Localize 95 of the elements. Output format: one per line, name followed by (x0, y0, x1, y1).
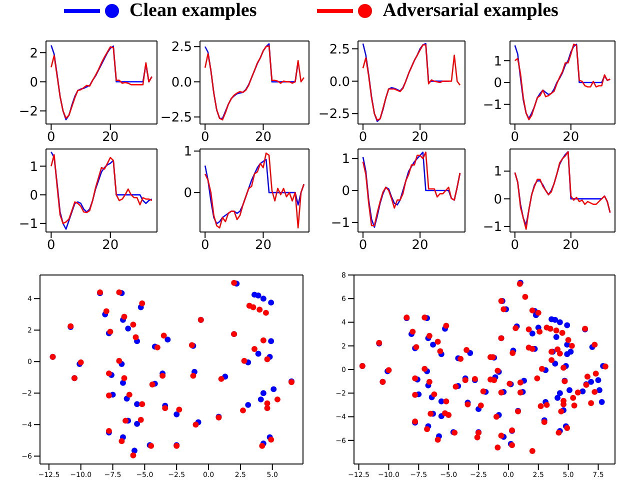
x-tick-label: 0 (358, 238, 368, 254)
x-tick-label: 20 (412, 238, 428, 254)
point (268, 436, 274, 443)
y-tick-label: −1 (18, 217, 38, 232)
x-tick-label: 0 (47, 130, 56, 146)
point (241, 358, 248, 364)
y-tick-label: 1 (494, 54, 502, 70)
y-tick-label: 0 (184, 186, 192, 202)
point (149, 381, 156, 388)
y-tick-label: −2.5 (318, 107, 350, 122)
point (126, 392, 132, 398)
x-tick-label: 0 (47, 238, 56, 254)
point (255, 292, 262, 298)
point (121, 375, 128, 382)
point (160, 332, 167, 339)
point (103, 308, 110, 314)
y-tick-label: 1 (30, 160, 38, 175)
point (106, 392, 112, 398)
point (164, 336, 171, 343)
point (134, 420, 140, 427)
point (240, 407, 246, 414)
x-tick-label: 20 (254, 238, 272, 254)
y-tick-label: 2.5 (329, 42, 350, 58)
point (245, 402, 252, 408)
y-tick-label: −1 (482, 220, 502, 236)
point (260, 337, 266, 344)
point (138, 416, 144, 423)
point (174, 411, 180, 418)
point (154, 344, 160, 350)
point (106, 370, 112, 376)
y-tick-label: −2 (18, 104, 38, 120)
x-tick-label: 0 (200, 238, 210, 254)
legend-label: Adversarial examples (382, 0, 558, 22)
point (255, 350, 262, 357)
point (274, 396, 280, 402)
point (176, 406, 182, 413)
point (160, 372, 166, 379)
point (260, 296, 266, 302)
point (218, 376, 224, 382)
point (121, 314, 128, 320)
legend-label: Clean examples (130, 0, 257, 22)
point (134, 401, 140, 408)
point (231, 280, 238, 286)
x-tick-label: 0 (510, 130, 520, 146)
y-tick-label: 0 (494, 76, 502, 92)
y-tick-label: 2.5 (171, 40, 192, 56)
y-tick-label: 0 (30, 188, 38, 204)
point (256, 306, 263, 313)
x-tick-label: 20 (102, 238, 119, 254)
point (260, 390, 266, 396)
point (131, 448, 138, 454)
x-tick-label: 0 (200, 130, 210, 146)
y-tick-label: 2 (30, 46, 38, 62)
y-tick-label: 0.0 (171, 75, 192, 90)
y-tick-label: 0 (342, 184, 350, 200)
x-tick-label: 0 (358, 130, 368, 146)
point (192, 422, 199, 428)
y-tick-label: 0 (494, 192, 502, 208)
point (190, 372, 196, 379)
point (130, 322, 136, 328)
x-tick-label: 20 (562, 238, 580, 254)
point (120, 380, 126, 386)
point (259, 442, 266, 449)
point (250, 304, 256, 310)
y-tick-label: 0.0 (329, 74, 350, 90)
x-tick-label: 20 (562, 130, 580, 146)
point (268, 300, 274, 306)
point (268, 338, 274, 344)
point (258, 396, 264, 402)
point (116, 358, 122, 364)
point (122, 418, 129, 424)
y-tick-label: 0 (30, 75, 38, 90)
point (116, 289, 122, 296)
point (130, 452, 136, 458)
y-tick-label: 1 (342, 152, 350, 168)
point (262, 310, 269, 316)
point (252, 346, 258, 352)
point (264, 356, 270, 362)
y-tick-label: −1 (330, 216, 350, 232)
point (125, 326, 132, 332)
point (270, 386, 277, 392)
y-tick-label: −2.5 (160, 110, 192, 126)
y-tick-label: 1 (184, 144, 192, 160)
x-tick-label: 20 (102, 130, 119, 146)
point (139, 401, 146, 408)
point (139, 300, 146, 306)
x-tick-label: 20 (254, 130, 272, 146)
x-tick-label: 0 (510, 238, 520, 254)
y-tick-label: 1 (494, 164, 502, 180)
point (162, 405, 168, 412)
point (264, 405, 270, 412)
point (132, 334, 139, 340)
y-tick-label: −1 (482, 98, 502, 113)
x-tick-label: 20 (412, 130, 428, 146)
point (118, 438, 125, 444)
